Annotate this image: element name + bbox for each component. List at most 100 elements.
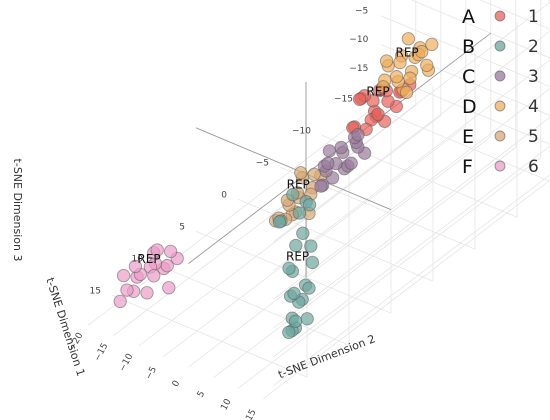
- data-point-series-3: [344, 156, 358, 170]
- data-point-series-2: [305, 255, 320, 270]
- grid-line: [363, 102, 550, 182]
- rep-label-series-6: REP: [137, 252, 160, 266]
- grid-line: [273, 30, 550, 243]
- rep-label-series-4: REP: [396, 46, 419, 60]
- y-axis-title: t-SNE Dimension 2: [276, 332, 377, 381]
- data-point-series-6: [147, 269, 161, 283]
- legend-letter: B: [462, 36, 475, 58]
- grid-line: [213, 146, 517, 378]
- y-tick-label: −10: [118, 352, 136, 374]
- grid-line: [111, 294, 308, 378]
- data-point-series-3: [322, 144, 337, 158]
- data-point-series-2: [302, 281, 316, 295]
- data-point-series-4: [376, 80, 390, 94]
- data-point-series-2: [287, 286, 301, 301]
- data-point-series-2: [282, 261, 296, 275]
- data-point-series-4: [415, 45, 429, 59]
- data-point-series-4: [399, 85, 414, 100]
- grid-line: [138, 115, 442, 347]
- data-point-series-6: [160, 259, 174, 273]
- grid-line: [380, 15, 550, 88]
- data-point-series-3: [334, 140, 348, 155]
- data-point-series-2: [272, 215, 287, 229]
- data-point-series-4: [389, 70, 404, 84]
- grid-line: [273, 174, 550, 386]
- grid-line: [263, 179, 550, 399]
- legend-label: 5: [528, 127, 539, 147]
- data-point-series-6: [162, 281, 176, 295]
- rep-label-series-1: REP: [366, 84, 389, 98]
- data-point-series-3: [321, 156, 335, 170]
- y-zero-line: [195, 127, 392, 211]
- data-point-series-6: [128, 259, 143, 274]
- z-tick-label: −10: [349, 35, 368, 45]
- rep-label-series-5: REP: [287, 178, 310, 192]
- x-tick-label: −10: [292, 127, 311, 137]
- y-tick-label: 0: [171, 379, 183, 389]
- data-point-series-2: [282, 325, 296, 340]
- data-point-series-2: [288, 314, 303, 328]
- data-point-series-1: [352, 92, 367, 106]
- grid-line: [238, 157, 542, 389]
- x-tick-label: 5: [179, 223, 185, 233]
- x-tick-label: −15: [334, 95, 353, 105]
- x-tick-label: −5: [256, 159, 269, 169]
- y-tick-label: −5: [144, 365, 159, 381]
- grid-line: [279, 166, 476, 250]
- data-point-series-3: [314, 179, 328, 193]
- legend-label: 6: [528, 157, 539, 177]
- legend-marker: [494, 130, 506, 142]
- grid-line: [188, 136, 492, 368]
- x-tick-label: 0: [221, 191, 227, 201]
- data-point-series-2: [302, 198, 317, 212]
- x-tick-label: 15: [90, 287, 101, 297]
- legend-letter: D: [462, 96, 477, 118]
- legend-letter: A: [462, 6, 475, 28]
- data-point-series-6: [140, 286, 154, 300]
- grid-line: [88, 94, 392, 326]
- grid-line: [113, 104, 417, 336]
- data-point-series-6: [120, 283, 134, 297]
- legend-marker: [494, 100, 506, 112]
- z-tick-label: −15: [349, 64, 368, 74]
- grid-line: [273, 1, 550, 214]
- x-tick-label: 10: [132, 255, 144, 265]
- data-point-series-2: [296, 226, 310, 240]
- data-point-series-5: [294, 166, 308, 180]
- data-point-series-2: [286, 187, 300, 202]
- grid-line: [273, 116, 550, 329]
- data-point-series-5: [307, 167, 321, 181]
- grid-line: [153, 262, 350, 346]
- y-tick-label: −15: [93, 342, 111, 363]
- data-point-series-4: [403, 71, 417, 85]
- data-point-series-2: [304, 239, 318, 253]
- grid-line: [273, 59, 550, 271]
- legend-marker: [494, 70, 506, 82]
- rep-label-layer: REP REP REP REP REP: [137, 46, 418, 266]
- legend-label: 2: [528, 37, 539, 57]
- data-point-series-6: [163, 244, 178, 259]
- y-tick-label: 15: [244, 408, 258, 420]
- y-tick-label: 5: [196, 389, 208, 399]
- data-point-series-4: [379, 54, 394, 68]
- grid-layer: [88, 0, 550, 399]
- legend-marker: [494, 10, 506, 22]
- legend-letter: E: [462, 126, 474, 148]
- legend-letter: C: [462, 66, 475, 88]
- legend-marker: [494, 160, 506, 172]
- data-point-series-6: [116, 268, 131, 283]
- data-point-series-4: [420, 58, 434, 72]
- data-point-series-2: [292, 206, 307, 220]
- data-point-series-6: [150, 243, 164, 257]
- grid-line: [237, 198, 434, 282]
- rep-label-series-2: REP: [286, 250, 309, 264]
- legend-marker: [494, 40, 506, 52]
- y-tick-label: 10: [219, 397, 233, 412]
- grid-line: [273, 88, 550, 300]
- data-point-series-2: [289, 238, 303, 253]
- legend-label: 1: [528, 7, 539, 27]
- z-axis-title: t-SNE Dimension 3: [11, 159, 24, 262]
- legend-label: 3: [528, 67, 539, 87]
- data-point-series-4: [401, 32, 416, 46]
